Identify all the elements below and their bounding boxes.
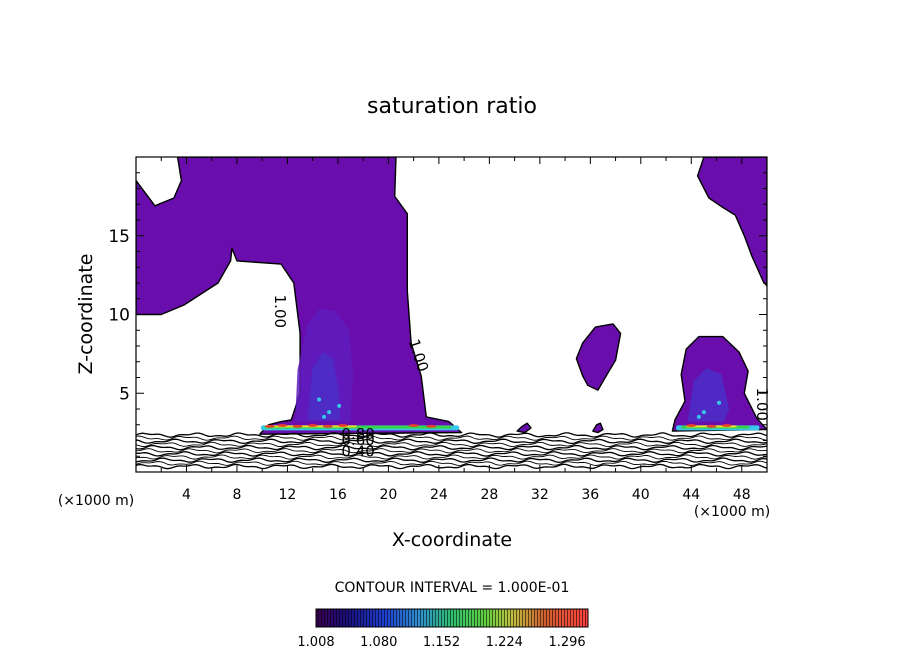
low-contour-line-1 xyxy=(136,435,767,441)
x-tick-label: 36 xyxy=(581,487,599,503)
y-axis-ticks: 5 10 15 xyxy=(108,172,767,457)
y-axis-label: Z-coordinate xyxy=(75,254,97,375)
x-tick-label: 44 xyxy=(682,487,700,503)
hot-spot-2 xyxy=(292,424,303,428)
x-tick-label: 40 xyxy=(632,487,650,503)
colorbar-stripes xyxy=(316,609,588,627)
x-tick-label: 32 xyxy=(531,487,549,503)
x-tick-label: 8 xyxy=(232,487,241,503)
colorbar-frame xyxy=(315,608,589,628)
colorbar-tick-label: 1.224 xyxy=(486,635,523,650)
hot-spot-6 xyxy=(408,424,419,427)
right-plume-core xyxy=(687,368,730,422)
cyan-speck-4 xyxy=(701,410,706,415)
contour-label: 0.80 xyxy=(341,425,374,443)
colorbar-tick-label: 1.152 xyxy=(423,635,460,650)
region-mid-blob xyxy=(575,323,622,391)
x-unit-label-right: (×1000 m) xyxy=(694,504,770,520)
cyan-speck-2 xyxy=(337,403,342,408)
hot-spot-3 xyxy=(307,424,318,427)
y-tick-label: 15 xyxy=(108,227,130,247)
low-contour-line-9 xyxy=(136,460,767,466)
colorbar-tick-label: 1.080 xyxy=(360,635,397,650)
plume-inner-core xyxy=(307,352,341,421)
plot-area xyxy=(136,157,767,472)
x-tick-label: 28 xyxy=(480,487,498,503)
hot-spot-5 xyxy=(337,424,348,427)
low-contour-line-4 xyxy=(136,444,767,451)
region-main-plume xyxy=(136,157,463,435)
cyan-speck-5 xyxy=(717,400,722,405)
x-unit-label-left: (×1000 m) xyxy=(58,493,134,509)
contour-label: 1.00 xyxy=(753,388,771,421)
x-tick-label: 20 xyxy=(379,487,397,503)
low-contour-line-5 xyxy=(136,448,767,454)
hot-spot-1 xyxy=(277,424,288,427)
hot-spot-8 xyxy=(686,424,697,427)
y-tick-label: 5 xyxy=(119,384,130,404)
x-tick-label: 24 xyxy=(430,487,448,503)
x-axis-label: X-coordinate xyxy=(392,529,512,551)
region-dot-36 xyxy=(592,422,604,434)
low-contour-line-6 xyxy=(136,451,767,457)
cyan-speck-6 xyxy=(696,414,701,419)
x-axis-ticks: 4 8 12 16 20 24 28 32 36 40 44 48 xyxy=(160,157,751,503)
y-tick-label: 10 xyxy=(108,306,130,326)
region-dot-30 xyxy=(516,422,532,434)
contour-label: 1.00 xyxy=(271,295,289,328)
low-contour-line-10 xyxy=(136,463,767,470)
low-contour-line-2 xyxy=(136,438,767,445)
colorbar-tick-label: 1.296 xyxy=(548,635,585,650)
low-contour-line-3 xyxy=(136,441,767,448)
cyan-speck-3 xyxy=(322,414,327,419)
low-contour-line-8 xyxy=(136,457,767,464)
colorbar: 1.008 1.080 1.152 1.224 1.296 xyxy=(297,608,589,650)
hot-spot-10 xyxy=(721,424,732,427)
contour-interval-label: CONTOUR INTERVAL = 1.000E-01 xyxy=(335,580,570,596)
x-tick-label: 48 xyxy=(733,487,751,503)
hot-spot-7 xyxy=(426,424,437,428)
x-tick-label: 4 xyxy=(182,487,191,503)
low-contour-line-7 xyxy=(136,454,767,460)
cyan-speck-1 xyxy=(327,410,332,415)
hot-spot-4 xyxy=(322,424,333,428)
x-tick-label: 12 xyxy=(279,487,297,503)
cyan-speck-0 xyxy=(316,397,321,402)
x-tick-label: 16 xyxy=(329,487,347,503)
hot-spot-0 xyxy=(264,424,275,428)
contour-label: 0.40 xyxy=(341,442,374,460)
colorbar-tick-label: 1.008 xyxy=(297,635,334,650)
low-contour-line-0 xyxy=(136,432,767,438)
hot-spot-9 xyxy=(706,424,717,428)
contour-label: 0.60 xyxy=(341,431,374,449)
chart-title: saturation ratio xyxy=(367,94,537,119)
